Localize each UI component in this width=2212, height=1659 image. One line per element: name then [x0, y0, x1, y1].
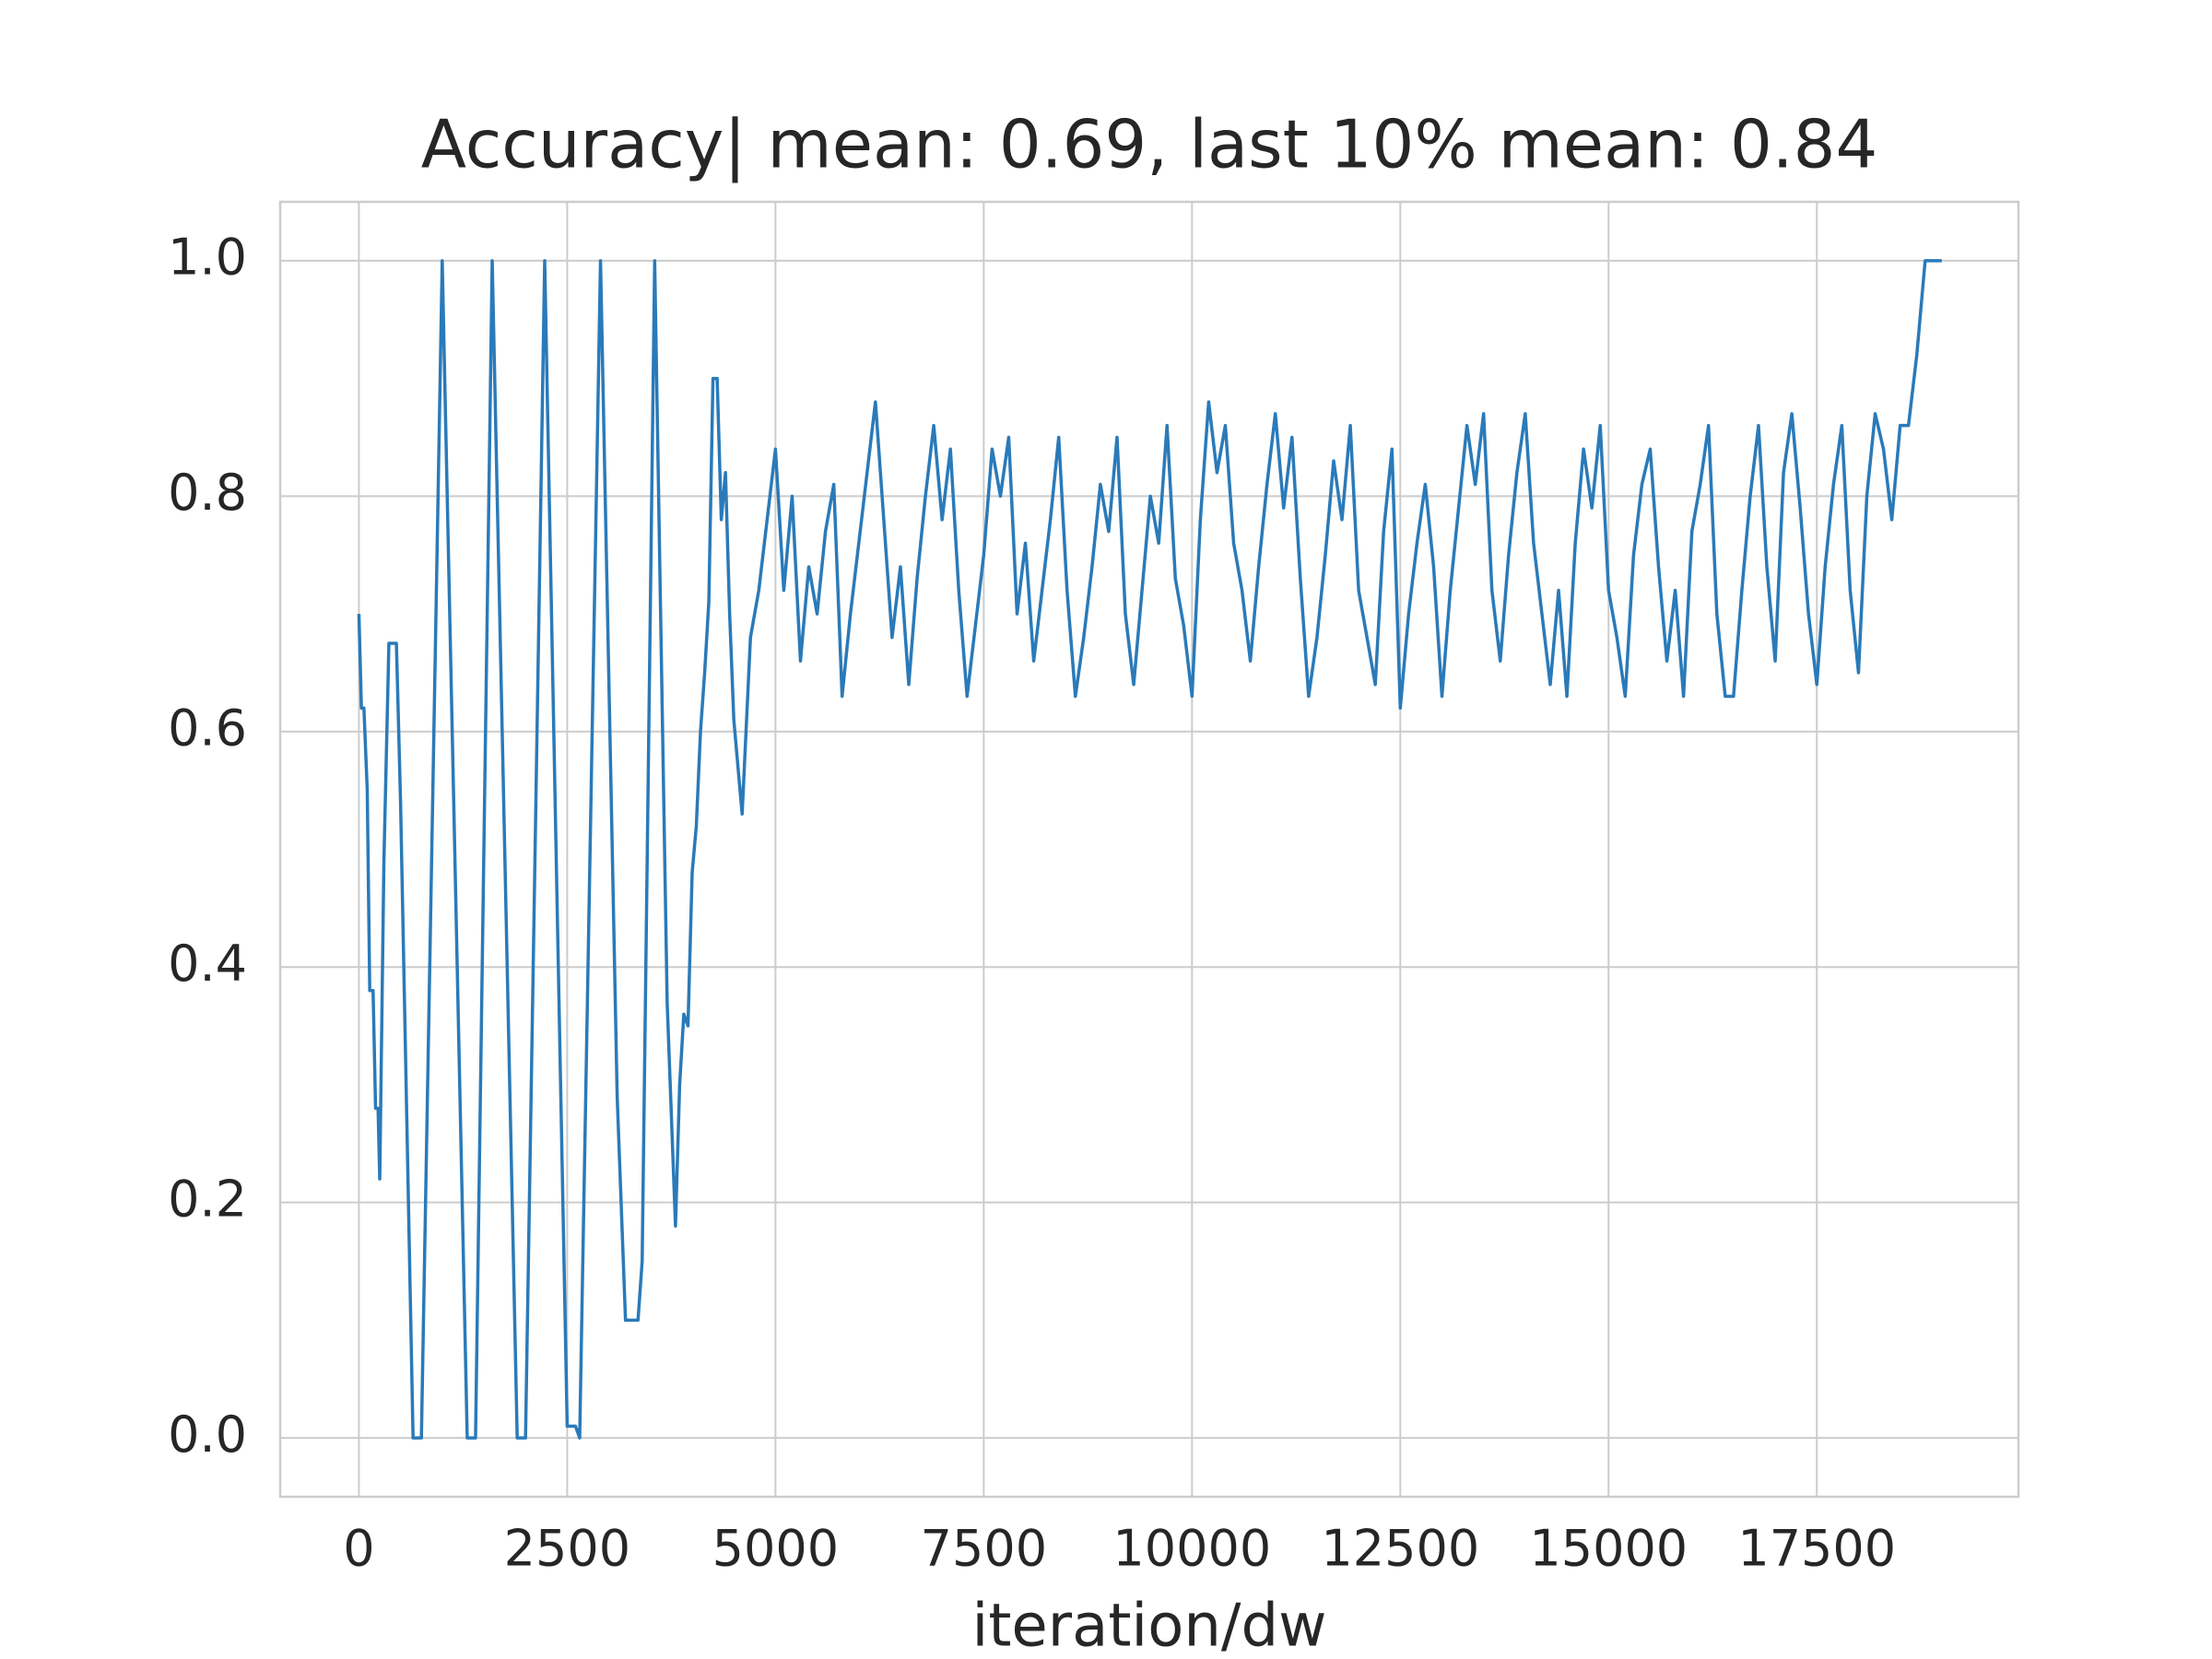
chart-title: Accuracy| mean: 0.69, last 10% mean: 0.8… — [421, 106, 1878, 184]
y-tick-label: 0.8 — [168, 464, 247, 522]
y-tick-label: 0.4 — [168, 935, 247, 993]
x-tick-label: 0 — [343, 1520, 374, 1578]
y-tick-label: 0.2 — [168, 1170, 247, 1228]
y-tick-label: 0.0 — [168, 1406, 247, 1464]
x-tick-label: 2500 — [504, 1520, 630, 1578]
x-tick-label: 5000 — [712, 1520, 839, 1578]
y-tick-label: 1.0 — [168, 229, 247, 287]
data-line — [357, 259, 1942, 1440]
y-tick-label: 0.6 — [168, 699, 247, 757]
plot-frame — [278, 200, 2020, 1499]
x-tick-label: 7500 — [921, 1520, 1047, 1578]
x-tick-label: 15000 — [1529, 1520, 1688, 1578]
x-axis-label: iteration/dw — [972, 1593, 1327, 1659]
x-tick-label: 17500 — [1737, 1520, 1896, 1578]
x-tick-label: 12500 — [1321, 1520, 1479, 1578]
x-tick-label: 10000 — [1112, 1520, 1271, 1578]
